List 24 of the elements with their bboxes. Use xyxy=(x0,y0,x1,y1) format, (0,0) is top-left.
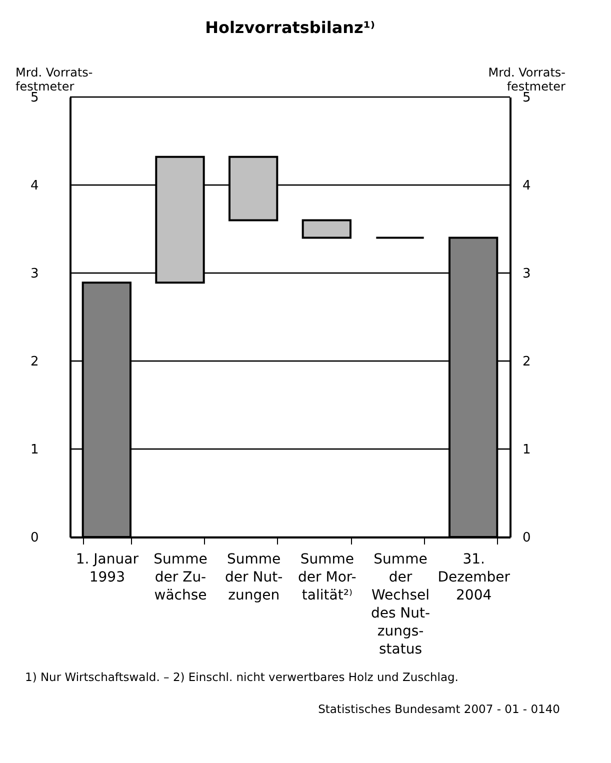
y-tick-label: 4 xyxy=(30,178,39,194)
y2-tick-label: 1 xyxy=(522,442,531,458)
x-tick-label: 1. Januar 1993 xyxy=(76,552,139,586)
y-tick-label: 3 xyxy=(30,266,39,282)
x-tick-label: 31. Dezember 2004 xyxy=(438,552,510,604)
y2-tick-label: 0 xyxy=(522,530,531,546)
y-tick-label: 5 xyxy=(30,90,39,106)
y-tick-label: 2 xyxy=(30,354,39,370)
x-tick-label: Summe der Wechsel des Nut- zungs- status xyxy=(370,552,430,658)
y-axis-title: Mrd. Vorrats- festmeter xyxy=(16,66,93,94)
text: 1) Nur Wirtschaftswald. – 2) Einschl. nicht verwertbares Holz und Zuschlag. xyxy=(25,670,458,684)
y-tick-label: 1 xyxy=(30,442,39,458)
chart-title: Holzvorratsbilanz¹⁾ xyxy=(205,18,375,37)
y-tick-label: 0 xyxy=(30,530,39,546)
y2-tick-label: 4 xyxy=(522,178,531,194)
x-tick-label: Summe der Zu- wächse xyxy=(154,552,208,604)
y2-tick-label: 2 xyxy=(522,354,531,370)
y2-axis-title: Mrd. Vorrats- festmeter xyxy=(488,66,566,94)
y2-tick-label: 5 xyxy=(522,90,531,106)
x-tick-label: Summe der Nut- zungen xyxy=(225,552,283,604)
y2-tick-label: 3 xyxy=(522,266,531,282)
text: Statistisches Bundesamt 2007 - 01 - 0140 xyxy=(318,702,560,716)
bar xyxy=(302,219,352,239)
x-tick-label: Summe der Mor- talität²⁾ xyxy=(298,552,356,604)
